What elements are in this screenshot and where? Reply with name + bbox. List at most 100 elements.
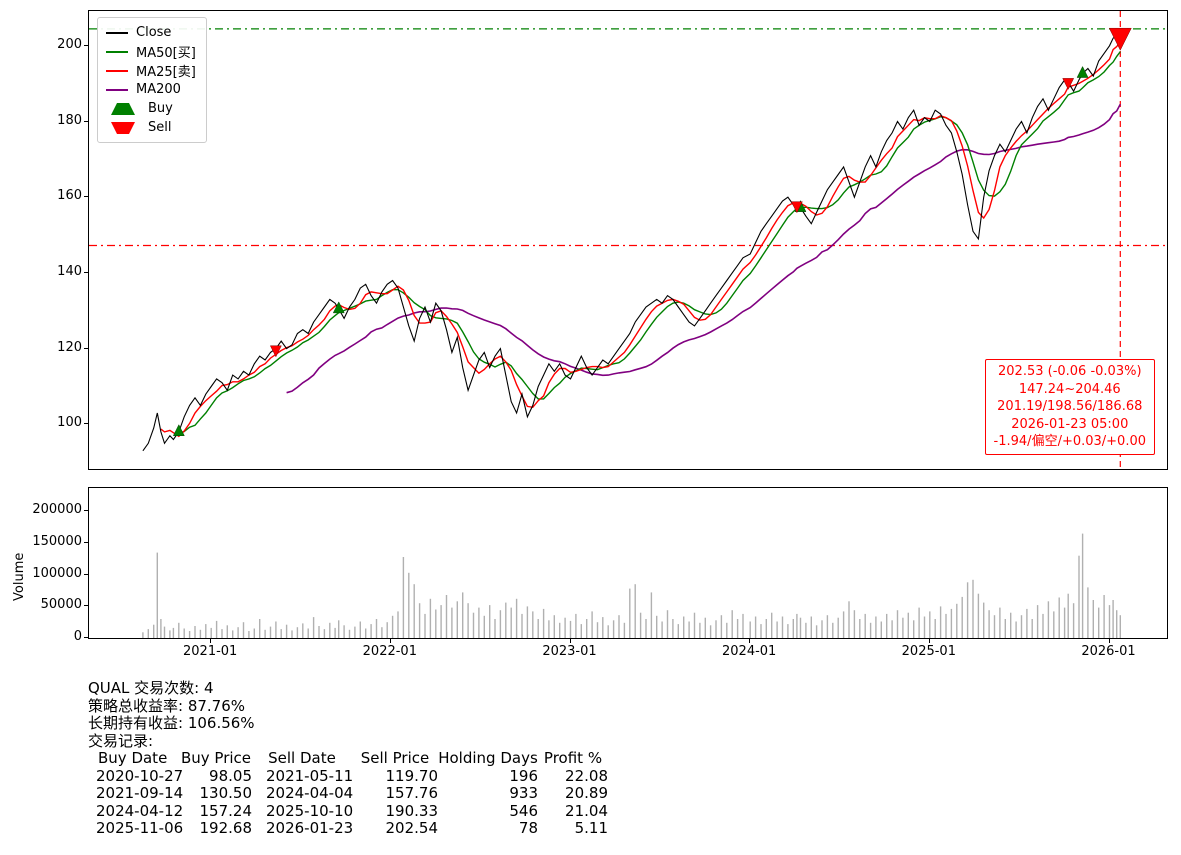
price-ytick-mark: [84, 44, 88, 46]
legend-label: MA25[卖]: [136, 65, 196, 80]
volume-bar: [1081, 533, 1084, 638]
volume-bar: [418, 603, 421, 638]
volume-bar: [704, 617, 706, 638]
volume-bar: [792, 619, 794, 638]
trade-cell: 20.89: [565, 784, 608, 802]
summary-hold-return: 长期持有收益: 106.56%: [88, 714, 255, 732]
trade-col-header: Holding Days: [438, 749, 538, 767]
volume-bar: [837, 617, 839, 638]
volume-bar: [163, 626, 166, 638]
volume-bar: [348, 629, 351, 638]
trade-table-row-3: 2025-11-06 192.68 2026-01-23 202.54 78 5.11: [88, 819, 608, 838]
volume-bar: [242, 622, 245, 638]
trade-col-header: Buy Date: [98, 749, 168, 767]
legend: Close MA50[买] MA25[卖] MA200 Buy Sell: [97, 17, 207, 143]
volume-bar: [147, 629, 149, 638]
trade-table-row-2: 2024-04-12 157.24 2025-10-10 190.33 546 21.04: [88, 801, 608, 821]
price-ytick-mark: [84, 423, 88, 425]
volume-bar: [864, 613, 866, 638]
volume-bar: [472, 612, 475, 638]
volume-bar: [499, 610, 502, 638]
volume-bar: [1103, 595, 1105, 638]
volume-bar: [848, 601, 850, 638]
legend-item-1: MA50[买]: [106, 42, 196, 61]
volume-bar: [832, 622, 834, 638]
volume-bar: [408, 572, 410, 638]
legend-label: MA200: [136, 82, 181, 97]
volume-bar: [232, 630, 234, 638]
volume-bar: [972, 579, 974, 638]
price-ytick-label: 180: [57, 112, 82, 128]
volume-bar: [956, 603, 958, 638]
volume-bar: [564, 617, 566, 638]
summary-trade-count: QUAL 交易次数: 4: [88, 679, 214, 697]
sell-marker-1: [790, 201, 803, 214]
ma200-line: [286, 103, 1122, 394]
volume-bar: [575, 613, 577, 638]
volume-bar: [1098, 607, 1100, 638]
trade-cell: 2026-01-23: [266, 819, 354, 837]
volume-bar: [259, 619, 261, 638]
legend-line-swatch: [106, 69, 128, 72]
annotation-line-0: 202.53 (-0.06 -0.03%): [998, 364, 1142, 379]
price-ytick-mark: [84, 347, 88, 349]
volume-bar: [489, 605, 491, 638]
time-xtick-label: 2023-01: [542, 644, 597, 659]
price-ytick-label: 140: [57, 263, 82, 279]
volume-bar: [661, 621, 663, 638]
price-ytick-label: 200: [57, 36, 82, 52]
volume-ytick-mark: [84, 573, 88, 575]
volume-bar: [796, 613, 798, 638]
volume-bar: [886, 613, 888, 638]
buy-marker-0: [172, 424, 185, 436]
legend-label: Close: [136, 25, 172, 40]
trade-col-header: Buy Price: [180, 749, 252, 767]
volume-bar: [1087, 587, 1089, 638]
volume-bar: [402, 557, 405, 638]
volume-bar: [451, 607, 453, 638]
volume-bar: [950, 608, 953, 638]
volume-ytick-mark: [84, 605, 88, 607]
volume-bar: [429, 598, 432, 638]
summary-block: QUAL 交易次数: 4 策略总收益率: 87.76% 长期持有收益: 106.…: [88, 679, 608, 838]
volume-bar: [896, 610, 899, 638]
volume-bar: [607, 625, 609, 638]
volume-bar: [269, 626, 272, 638]
volume-bar: [253, 628, 255, 638]
summary-strategy-return: 策略总收益率: 87.76%: [88, 696, 246, 715]
volume-bar: [815, 625, 818, 638]
volume-bar: [548, 620, 550, 638]
volume-bar: [323, 629, 326, 638]
volume-bar: [1116, 610, 1118, 638]
volume-bar: [629, 588, 631, 638]
trade-cell: 546: [509, 801, 538, 820]
volume-bar: [329, 622, 331, 638]
legend-item-4: Buy: [106, 99, 196, 118]
trade-cell: 157.76: [385, 784, 439, 802]
volume-bar: [945, 613, 947, 638]
volume-bar: [183, 628, 185, 638]
volume-bar: [591, 611, 593, 638]
volume-bar: [891, 620, 893, 638]
trade-cell: 5.11: [574, 819, 608, 837]
volume-bar: [1053, 611, 1055, 638]
volume-bar: [929, 611, 931, 638]
volume-bar: [776, 621, 778, 638]
volume-bar: [248, 631, 250, 638]
volume-bar: [169, 630, 171, 638]
volume-bar: [683, 616, 685, 638]
volume-bar: [754, 616, 757, 638]
volume-bar: [1063, 607, 1066, 638]
volume-bar: [805, 622, 807, 638]
volume-bar: [787, 624, 789, 638]
volume-bar: [569, 620, 572, 638]
volume-bar: [386, 622, 388, 638]
volume-bar: [742, 613, 744, 638]
volume-bar: [715, 620, 717, 638]
ma25-line: [160, 41, 1121, 438]
volume-bar: [875, 616, 877, 638]
volume-bar: [1004, 619, 1006, 638]
volume-bar: [1031, 619, 1033, 638]
volume-bar: [343, 625, 345, 638]
volume-bar: [334, 627, 336, 638]
